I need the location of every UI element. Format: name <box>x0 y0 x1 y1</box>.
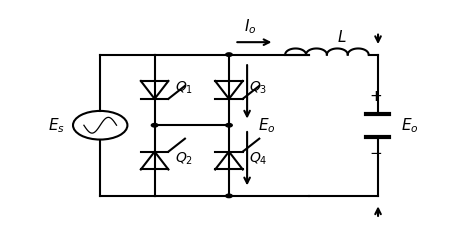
Text: $Q_4$: $Q_4$ <box>249 151 267 167</box>
Circle shape <box>226 53 232 56</box>
Text: $Q_2$: $Q_2$ <box>175 151 193 167</box>
Text: $L$: $L$ <box>336 30 346 45</box>
Text: $Q_1$: $Q_1$ <box>175 80 193 96</box>
Circle shape <box>226 194 232 198</box>
Text: $+$: $+$ <box>369 89 382 104</box>
Circle shape <box>226 124 232 127</box>
Text: $E_o$: $E_o$ <box>258 116 276 135</box>
Circle shape <box>151 124 158 127</box>
Text: $I_o$: $I_o$ <box>244 18 257 36</box>
Text: $E_s$: $E_s$ <box>48 116 65 135</box>
Text: $E_o$: $E_o$ <box>401 116 419 135</box>
Text: $-$: $-$ <box>369 145 382 159</box>
Text: $Q_3$: $Q_3$ <box>249 80 267 96</box>
